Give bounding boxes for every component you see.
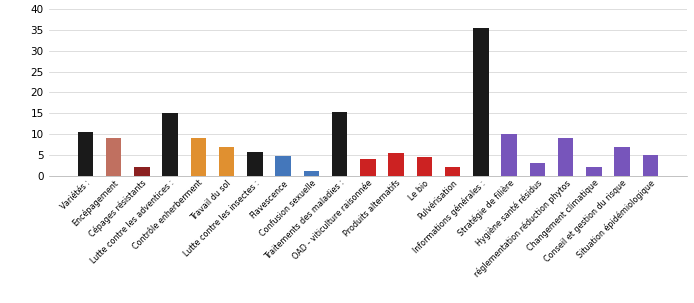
Bar: [134, 168, 150, 176]
Bar: [501, 134, 517, 176]
Bar: [191, 138, 206, 176]
Bar: [276, 156, 291, 176]
Bar: [586, 168, 602, 176]
Bar: [78, 132, 93, 176]
Bar: [643, 155, 658, 176]
Bar: [303, 171, 319, 176]
Bar: [219, 147, 235, 176]
Bar: [558, 138, 573, 176]
Bar: [162, 113, 178, 176]
Bar: [332, 112, 347, 176]
Bar: [360, 159, 375, 176]
Bar: [247, 152, 262, 176]
Bar: [106, 138, 121, 176]
Bar: [530, 163, 545, 176]
Bar: [473, 28, 489, 176]
Bar: [416, 157, 432, 176]
Bar: [389, 153, 404, 176]
Bar: [445, 168, 460, 176]
Bar: [614, 147, 629, 176]
